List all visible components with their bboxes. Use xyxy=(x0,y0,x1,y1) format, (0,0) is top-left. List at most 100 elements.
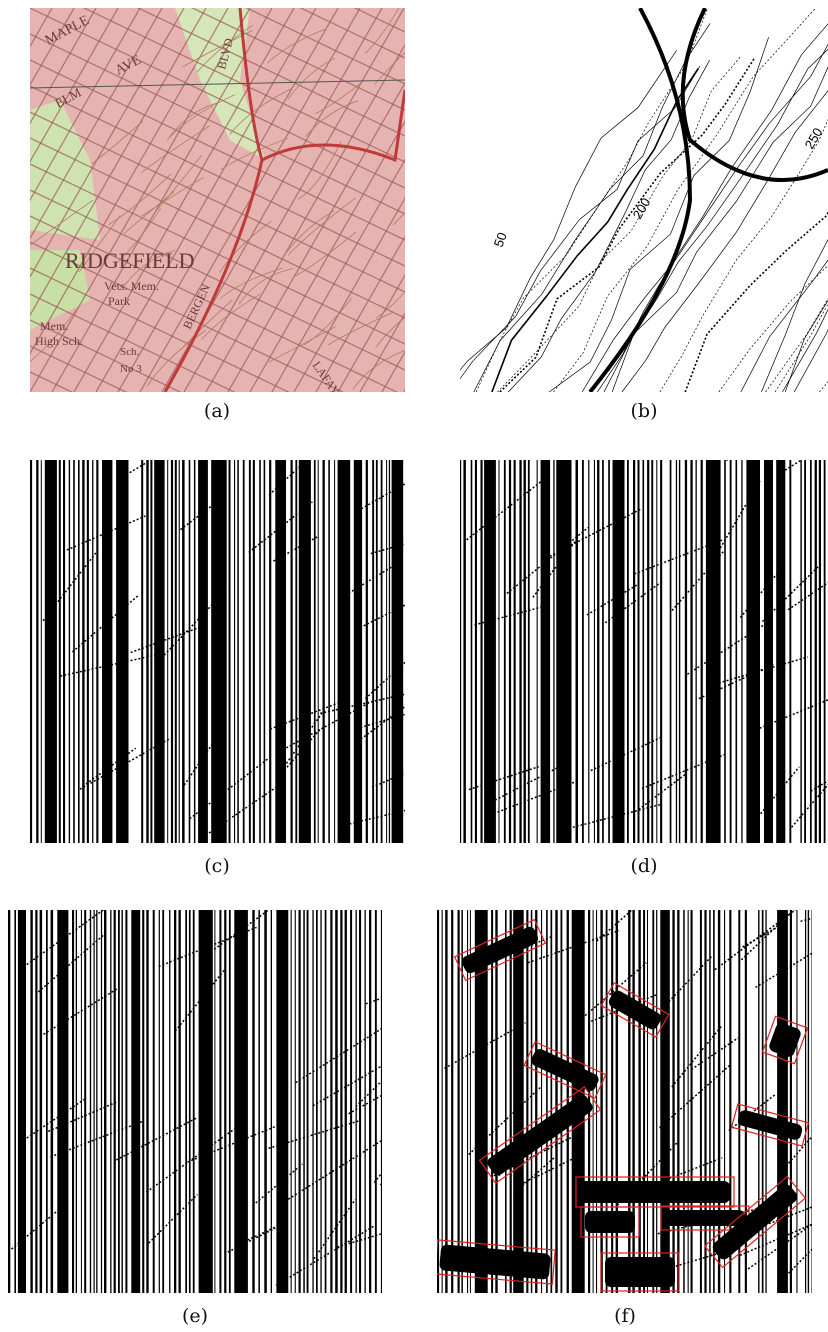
caption: (f) xyxy=(614,1305,636,1327)
stripe xyxy=(211,460,227,843)
stripe xyxy=(660,460,662,843)
stripe xyxy=(101,910,102,1293)
stripe xyxy=(90,910,91,1293)
stripe xyxy=(800,460,801,843)
stripe xyxy=(18,910,26,1293)
stripe xyxy=(104,910,106,1293)
stripe xyxy=(765,910,766,1293)
caption: (c) xyxy=(204,855,229,877)
stripe xyxy=(660,910,670,1293)
stripe xyxy=(175,460,177,843)
stripe xyxy=(597,460,599,843)
stripe xyxy=(442,910,443,1293)
stripe xyxy=(764,460,773,843)
stripe xyxy=(122,910,123,1293)
stripe xyxy=(275,460,286,843)
stripe xyxy=(150,460,152,843)
stripe xyxy=(808,910,809,1293)
stripe xyxy=(528,460,530,843)
stripe xyxy=(628,910,630,1293)
stripe xyxy=(338,460,351,843)
stripe xyxy=(96,910,97,1293)
stripe xyxy=(582,460,584,843)
stripe xyxy=(249,460,251,843)
stripe xyxy=(334,460,335,843)
map-label: RIDGEFIELD xyxy=(65,248,195,273)
stripe xyxy=(229,460,231,843)
stripe xyxy=(633,460,635,843)
street xyxy=(0,8,8,392)
stripe xyxy=(627,460,629,843)
blob xyxy=(665,1210,745,1226)
blob xyxy=(580,1181,730,1203)
stripe xyxy=(224,910,226,1293)
stripe xyxy=(159,910,160,1293)
stripe xyxy=(509,460,511,843)
map-label: Vets. Mem. xyxy=(104,279,159,293)
stripe xyxy=(608,460,610,843)
stripe xyxy=(72,910,74,1293)
stripe xyxy=(174,910,176,1293)
stripe xyxy=(264,910,267,1293)
stripe xyxy=(709,910,711,1293)
stripe xyxy=(214,910,215,1293)
stripe xyxy=(372,460,374,843)
stripe xyxy=(460,460,461,843)
stripe xyxy=(131,910,140,1293)
stripe xyxy=(92,460,93,843)
stripe xyxy=(252,910,254,1293)
stripe xyxy=(295,910,296,1293)
stripe xyxy=(676,460,677,843)
stripe xyxy=(647,460,649,843)
stripe xyxy=(350,910,352,1293)
stripe xyxy=(647,910,648,1293)
stripe xyxy=(461,910,463,1293)
stripe xyxy=(189,910,191,1293)
caption: (d) xyxy=(631,855,658,877)
stripe xyxy=(484,460,496,843)
stripe-image xyxy=(8,866,436,1293)
stripe xyxy=(59,460,61,843)
stripe xyxy=(537,460,538,843)
street xyxy=(30,0,405,6)
stripe xyxy=(219,910,221,1293)
stripe xyxy=(683,910,685,1293)
stripe xyxy=(594,460,595,843)
stripe-image xyxy=(30,422,456,843)
stripe xyxy=(824,460,826,843)
stripe xyxy=(643,460,645,843)
blob xyxy=(585,1211,635,1233)
stripe xyxy=(526,910,528,1293)
stripe xyxy=(505,910,507,1293)
stripe xyxy=(276,910,288,1293)
stripe xyxy=(307,910,309,1293)
stripe xyxy=(677,910,679,1293)
map-label: High Sch. xyxy=(35,334,83,348)
stripe xyxy=(513,910,524,1293)
stripe xyxy=(685,460,687,843)
stripe xyxy=(291,460,293,843)
stripe xyxy=(561,910,563,1293)
map-label: Sch. xyxy=(120,346,140,358)
stripe xyxy=(652,910,654,1293)
stripe xyxy=(437,910,439,1293)
stripe xyxy=(234,910,248,1293)
trace xyxy=(380,1138,435,1185)
stripe xyxy=(519,460,521,843)
stripe xyxy=(30,910,32,1293)
stripe xyxy=(690,460,692,843)
stripe xyxy=(110,910,111,1293)
map-label: Park xyxy=(108,294,130,308)
stripe xyxy=(325,910,327,1293)
stripe xyxy=(366,460,368,843)
stripe xyxy=(146,460,148,843)
stripe xyxy=(114,910,116,1293)
stripe xyxy=(269,460,271,843)
stripe xyxy=(199,910,213,1293)
stripe xyxy=(116,460,128,843)
stripe xyxy=(672,910,674,1293)
stripe xyxy=(271,910,272,1293)
stripe xyxy=(51,910,54,1293)
stripe xyxy=(258,910,260,1293)
stripe xyxy=(142,910,144,1293)
